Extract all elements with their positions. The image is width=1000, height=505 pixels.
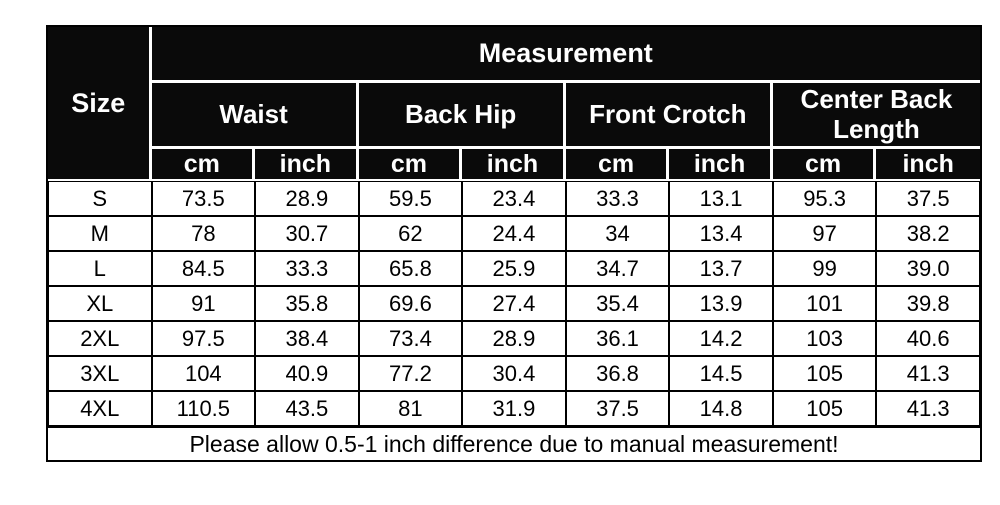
value-cell: 28.9	[255, 181, 359, 216]
value-cell: 99	[772, 251, 877, 286]
table-row: 2XL 97.5 38.4 73.4 28.9 36.1 14.2 103 40…	[48, 321, 980, 356]
header-row-units: cm inch cm inch cm inch cm inch	[48, 149, 980, 181]
table-row: 3XL 104 40.9 77.2 30.4 36.8 14.5 105 41.…	[48, 356, 980, 391]
footer-row: Please allow 0.5-1 inch difference due t…	[48, 426, 980, 460]
value-cell: 95.3	[772, 181, 877, 216]
value-cell: 37.5	[565, 391, 670, 426]
value-cell: 33.3	[565, 181, 670, 216]
value-cell: 34.7	[565, 251, 670, 286]
value-cell: 14.8	[669, 391, 773, 426]
value-cell: 33.3	[255, 251, 359, 286]
value-cell: 110.5	[151, 391, 256, 426]
value-cell: 36.1	[565, 321, 670, 356]
table-row: 4XL 110.5 43.5 81 31.9 37.5 14.8 105 41.…	[48, 391, 980, 426]
value-cell: 62	[358, 216, 463, 251]
value-cell: 69.6	[358, 286, 463, 321]
value-cell: 59.5	[358, 181, 463, 216]
value-cell: 39.0	[876, 251, 980, 286]
value-cell: 37.5	[876, 181, 980, 216]
unit-header-cm: cm	[565, 149, 670, 181]
value-cell: 13.4	[669, 216, 773, 251]
group-header-back-hip: Back Hip	[358, 83, 566, 149]
value-cell: 13.1	[669, 181, 773, 216]
group-header-center-back-length: Center Back Length	[772, 83, 980, 149]
value-cell: 13.9	[669, 286, 773, 321]
value-cell: 103	[772, 321, 877, 356]
value-cell: 84.5	[151, 251, 256, 286]
value-cell: 40.9	[255, 356, 359, 391]
value-cell: 39.8	[876, 286, 980, 321]
unit-header-cm: cm	[772, 149, 877, 181]
value-cell: 31.9	[462, 391, 566, 426]
size-cell: M	[48, 216, 152, 251]
size-cell: XL	[48, 286, 152, 321]
size-cell: L	[48, 251, 152, 286]
value-cell: 34	[565, 216, 670, 251]
value-cell: 91	[151, 286, 256, 321]
value-cell: 23.4	[462, 181, 566, 216]
value-cell: 77.2	[358, 356, 463, 391]
footer-note: Please allow 0.5-1 inch difference due t…	[48, 426, 980, 460]
value-cell: 35.4	[565, 286, 670, 321]
value-cell: 104	[151, 356, 256, 391]
table-row: XL 91 35.8 69.6 27.4 35.4 13.9 101 39.8	[48, 286, 980, 321]
value-cell: 30.4	[462, 356, 566, 391]
value-cell: 41.3	[876, 356, 980, 391]
value-cell: 105	[772, 391, 877, 426]
value-cell: 73.5	[151, 181, 256, 216]
unit-header-cm: cm	[358, 149, 463, 181]
unit-header-inch: inch	[876, 149, 980, 181]
value-cell: 38.2	[876, 216, 980, 251]
value-cell: 28.9	[462, 321, 566, 356]
value-cell: 41.3	[876, 391, 980, 426]
value-cell: 40.6	[876, 321, 980, 356]
size-chart-table: Size Measurement Waist Back Hip Front Cr…	[46, 25, 982, 462]
value-cell: 14.5	[669, 356, 773, 391]
value-cell: 14.2	[669, 321, 773, 356]
unit-header-inch: inch	[462, 149, 566, 181]
value-cell: 97.5	[151, 321, 256, 356]
table-row: S 73.5 28.9 59.5 23.4 33.3 13.1 95.3 37.…	[48, 181, 980, 216]
measurement-header: Measurement	[151, 27, 980, 83]
value-cell: 101	[772, 286, 877, 321]
value-cell: 78	[151, 216, 256, 251]
value-cell: 36.8	[565, 356, 670, 391]
size-cell: 2XL	[48, 321, 152, 356]
table-row: L 84.5 33.3 65.8 25.9 34.7 13.7 99 39.0	[48, 251, 980, 286]
group-header-waist: Waist	[151, 83, 359, 149]
unit-header-inch: inch	[255, 149, 359, 181]
header-row-measurement: Size Measurement	[48, 27, 980, 181]
value-cell: 105	[772, 356, 877, 391]
value-cell: 35.8	[255, 286, 359, 321]
value-cell: 81	[358, 391, 463, 426]
value-cell: 65.8	[358, 251, 463, 286]
size-cell: 3XL	[48, 356, 152, 391]
value-cell: 73.4	[358, 321, 463, 356]
size-column-header: Size	[48, 27, 152, 181]
group-header-front-crotch: Front Crotch	[565, 83, 773, 149]
value-cell: 97	[772, 216, 877, 251]
value-cell: 30.7	[255, 216, 359, 251]
value-cell: 24.4	[462, 216, 566, 251]
unit-header-cm: cm	[151, 149, 256, 181]
value-cell: 38.4	[255, 321, 359, 356]
size-cell: S	[48, 181, 152, 216]
value-cell: 13.7	[669, 251, 773, 286]
header-row-groups: Waist Back Hip Front Crotch Center Back …	[48, 83, 980, 149]
unit-header-inch: inch	[669, 149, 773, 181]
value-cell: 25.9	[462, 251, 566, 286]
size-cell: 4XL	[48, 391, 152, 426]
value-cell: 27.4	[462, 286, 566, 321]
table-row: M 78 30.7 62 24.4 34 13.4 97 38.2	[48, 216, 980, 251]
value-cell: 43.5	[255, 391, 359, 426]
